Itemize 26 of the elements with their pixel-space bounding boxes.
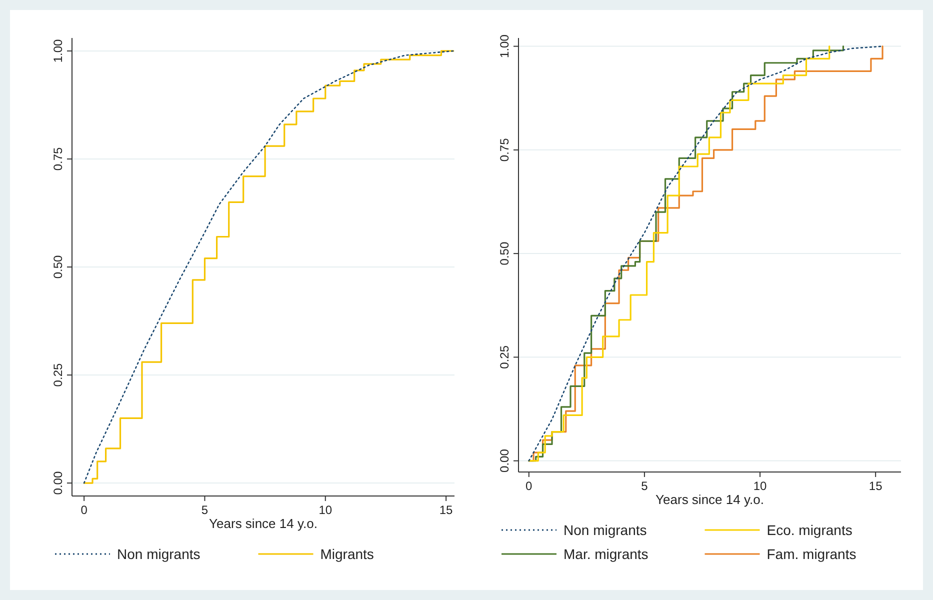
y-tick-label: 1.00: [498, 34, 512, 58]
y-tick-label: 0.25: [498, 345, 512, 369]
y-tick-label: 0.50: [498, 242, 512, 266]
legend-label: Non migrants: [564, 522, 647, 538]
legend-label: Migrants: [320, 546, 374, 562]
x-tick-label: 10: [753, 479, 768, 493]
y-tick-label: 1.00: [51, 38, 65, 63]
legend-label: Mar. migrants: [564, 546, 648, 562]
x-tick-label: 15: [439, 503, 454, 517]
x-axis-title: Years since 14 y.o.: [656, 492, 764, 507]
y-tick-label: 0.75: [51, 146, 65, 171]
x-axis-title: Years since 14 y.o.: [209, 516, 318, 531]
legend-label: Eco. migrants: [766, 522, 852, 538]
y-tick-label: 0.00: [51, 471, 65, 495]
legend-label: Fam. migrants: [766, 546, 856, 562]
x-tick-label: 15: [868, 479, 883, 493]
x-tick-label: 5: [201, 503, 208, 517]
x-tick-label: 0: [80, 503, 88, 517]
x-tick-label: 10: [318, 503, 332, 517]
x-tick-label: 5: [641, 479, 648, 493]
legend-label: Non migrants: [117, 546, 200, 562]
x-tick-label: 0: [526, 479, 533, 493]
y-tick-label: 0.75: [498, 138, 512, 162]
y-tick-label: 0.50: [51, 255, 65, 279]
y-tick-label: 0.25: [51, 363, 65, 387]
y-tick-label: 0.00: [498, 448, 512, 472]
